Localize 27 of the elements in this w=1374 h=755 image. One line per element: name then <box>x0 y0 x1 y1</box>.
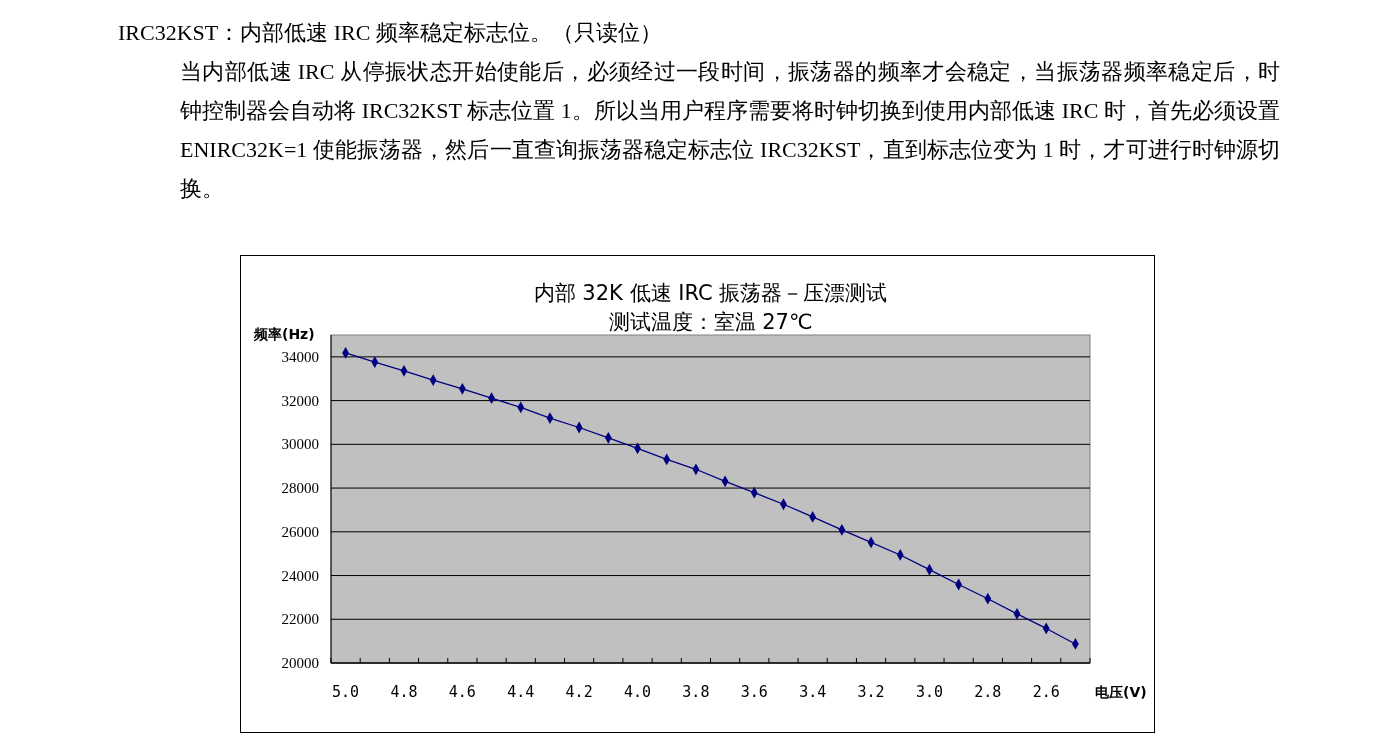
chart-subtitle: 测试温度：室温 27℃ <box>608 310 813 334</box>
y-tick-label: 24000 <box>281 567 319 584</box>
x-tick-label: 3.0 <box>915 683 943 701</box>
x-tick-label: 4.8 <box>390 683 418 701</box>
x-tick-label: 4.0 <box>623 683 652 701</box>
chart-title: 内部 32K 低速 IRC 振荡器－压漂测试 <box>533 281 888 305</box>
y-tick-label: 20000 <box>281 655 319 671</box>
y-tick-label: 30000 <box>281 436 319 453</box>
text: 当内部低速 IRC 从停振状态开始使能后，必须经过一段时间，振荡器的频率才会稳定，当振荡器频率稳定后，时钟控制器会自动将 IRC32KST 标志位置 1。所以当用户程序需要将时钟切换到使用内部低速 IRC 时，首先必须设置 ENIRC32K=1 使能振荡器，然后一直查询振荡器稳定标志位 IRC32KST，直到标志位变为 1 时，才可进行时钟源切换。 <box>180 58 1280 203</box>
x-tick-label: 2.8 <box>974 683 1002 701</box>
x-axis-title: 电压(V) <box>1095 684 1147 700</box>
y-tick-label: 22000 <box>281 611 319 628</box>
x-tick-label: 3.2 <box>857 683 885 701</box>
y-tick-label: 34000 <box>281 348 319 365</box>
y-tick-label: 32000 <box>281 392 319 409</box>
x-tick-label: 3.6 <box>740 683 768 701</box>
x-tick-label: 2.6 <box>1032 683 1060 701</box>
y-axis-title: 频率(Hz) <box>253 326 315 342</box>
x-tick-label: 5.0 <box>332 683 360 701</box>
text: IRC32KST：内部低速 IRC 频率稳定标志位。（只读位） <box>118 19 663 47</box>
y-tick-label: 26000 <box>281 523 319 540</box>
x-tick-label: 4.6 <box>448 683 476 701</box>
y-tick-label: 28000 <box>281 480 319 497</box>
x-tick-label: 3.4 <box>799 683 827 701</box>
x-tick-label: 4.2 <box>565 683 593 701</box>
x-tick-label: 4.4 <box>507 683 535 701</box>
x-tick-label: 3.8 <box>682 683 710 701</box>
